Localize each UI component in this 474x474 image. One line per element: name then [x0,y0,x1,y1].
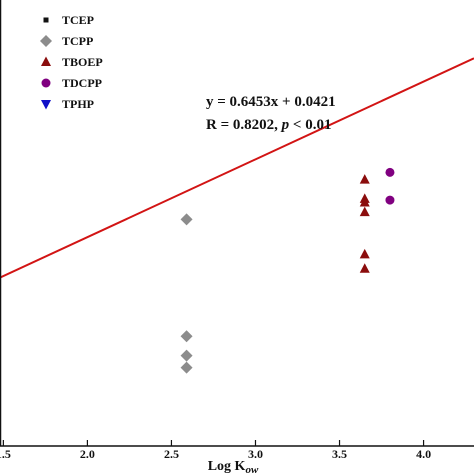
legend-marker-tcpp [40,35,52,47]
x-axis-label: Log Kow [208,459,259,474]
axes-layer: 1.5 2.0 2.5 3.0 3.5 4.0 [0,0,474,461]
legend-marker-tboep [41,56,51,66]
data-point-tboep [359,263,370,273]
r-value-prefix: R = 0.8202, [206,117,282,133]
data-point-tcpp [180,349,193,362]
data-point-tboep [359,248,370,259]
x-tick-label: 2.5 [164,447,179,461]
legend-label-tcep: TCEP [62,13,94,27]
data-point-tdcpp [385,195,395,205]
legend-label-tcpp: TCPP [62,34,93,48]
equation-annotation: y = 0.6453x + 0.0421 [206,94,336,110]
data-points-layer [180,167,395,374]
annotations: y = 0.6453x + 0.0421 R = 0.8202, p < 0.0… [206,94,336,133]
p-symbol: p [280,117,290,133]
data-point-tboep [359,174,370,184]
data-point-tdcpp [385,167,395,177]
data-point-tboep [359,206,370,217]
legend-label-tphp: TPHP [62,97,94,111]
legend: TCEP TCPP TBOEP TDCPP TPHP [40,13,103,111]
legend-marker-tphp [41,100,51,110]
data-point-tcpp [180,213,193,226]
x-axis-label-main: Log K [208,459,246,474]
data-point-tboep [359,197,370,207]
p-threshold: < 0.01 [289,117,331,133]
x-axis-label-subscript: ow [245,464,259,474]
r-value-annotation: R = 0.8202, p < 0.01 [206,117,331,133]
legend-label-tdcpp: TDCPP [62,76,102,90]
data-point-tcpp [180,330,193,343]
legend-marker-tcep [43,17,49,23]
data-point-tcpp [180,361,193,374]
fit-line-layer [0,57,474,279]
x-tick-label: 2.0 [80,447,95,461]
x-tick-label: 3.5 [332,447,347,461]
x-tick-label: 1.5 [0,447,11,461]
regression-line [0,57,474,279]
legend-label-tboep: TBOEP [62,55,103,69]
x-tick-label: 3.0 [248,447,263,461]
x-tick-label: 4.0 [416,447,431,461]
legend-marker-tdcpp [41,78,51,88]
